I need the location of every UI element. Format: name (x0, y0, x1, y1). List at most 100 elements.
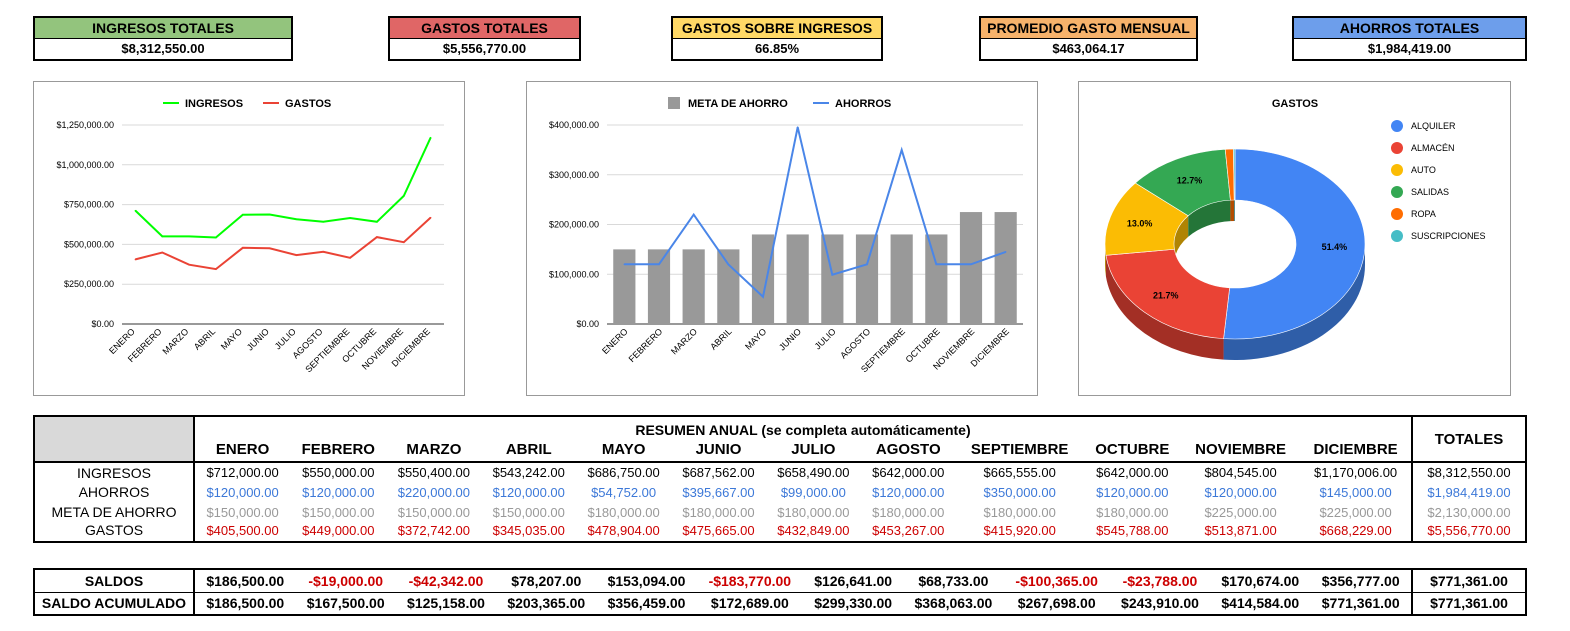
table-cell[interactable]: $180,000.00 (587, 504, 660, 520)
table-cell[interactable]: $180,000.00 (682, 504, 755, 520)
table-cell[interactable]: $478,904.00 (587, 522, 660, 538)
table-cell[interactable]: $405,500.00 (206, 522, 279, 538)
row-label: META DE AHORRO (34, 502, 195, 522)
table-cell[interactable]: $54,752.00 (591, 484, 657, 500)
legend-label-alquiler: ALQUILER (1411, 121, 1456, 131)
table-cell[interactable]: -$42,342.00 (395, 569, 497, 593)
table-cell[interactable]: $225,000.00 (1319, 504, 1392, 520)
data-point-gastos (188, 263, 190, 266)
table-cell[interactable]: $126,641.00 (802, 569, 904, 593)
resumen-title: RESUMEN ANUAL (se completa automáticamen… (635, 422, 971, 438)
table-cell[interactable]: $687,562.00 (682, 465, 755, 480)
table-cell[interactable]: $220,000.00 (397, 484, 471, 500)
table-cell[interactable]: -$19,000.00 (295, 569, 396, 593)
gastos-pie-svg: GASTOS 51.4% 21.7% 13.0% 12.7% ALQUILER ALMACÉ… (1104, 98, 1486, 360)
table-cell[interactable]: $120,000.00 (872, 484, 945, 500)
row-total: $771,361.00 (1411, 592, 1526, 615)
table-cell[interactable]: -$100,365.00 (1003, 569, 1110, 593)
table-cell[interactable]: $186,500.00 (194, 569, 296, 593)
table-cell[interactable]: $167,500.00 (306, 595, 385, 612)
month-header-mayo: MAYO (576, 438, 672, 463)
table-cell[interactable]: $78,207.00 (496, 569, 597, 593)
table-cell[interactable]: $180,000.00 (872, 504, 945, 520)
table-cell[interactable]: $120,000.00 (302, 484, 375, 500)
table-cell[interactable]: $243,910.00 (1121, 595, 1199, 612)
table-cell[interactable]: $186,500.00 (206, 595, 285, 612)
legend-swatch-ropa (1391, 208, 1403, 220)
table-cell[interactable]: $172,689.00 (710, 595, 789, 612)
ingresos-gastos-chart[interactable]: $0.00 $250,000.00 $500,000.00 $750,000.00 $1… (33, 81, 465, 396)
table-cell[interactable]: $550,000.00 (302, 465, 375, 480)
month-header-marzo: MARZO (386, 438, 482, 463)
data-point-gastos (268, 247, 271, 250)
table-cell[interactable]: $150,000.00 (397, 504, 471, 520)
table-cell[interactable]: $475,665.00 (682, 522, 755, 538)
table-cell[interactable]: $372,742.00 (397, 522, 471, 538)
table-cell[interactable]: $642,000.00 (872, 465, 945, 480)
table-cell[interactable]: $368,063.00 (914, 595, 993, 612)
month-header-febrero: FEBRERO (290, 438, 387, 463)
x-tick-label: MAYO (219, 326, 244, 351)
table-cell[interactable]: $642,000.00 (1096, 465, 1169, 480)
table-cell[interactable]: $120,000.00 (1096, 484, 1169, 500)
table-cell[interactable]: $804,545.00 (1204, 465, 1277, 480)
table-cell[interactable]: $395,667.00 (682, 484, 755, 500)
table-cell[interactable]: $180,000.00 (983, 504, 1056, 520)
x-tick-label: FEBRERO (627, 326, 665, 364)
table-cell[interactable]: $170,674.00 (1210, 569, 1311, 593)
table-cell[interactable]: $658,490.00 (777, 465, 850, 480)
legend-label-suscripciones: SUSCRIPCIONES (1411, 231, 1486, 241)
table-cell[interactable]: $68,733.00 (903, 569, 1004, 593)
data-point-gastos (134, 258, 137, 261)
pie-inner-wall-suscripciones (1234, 200, 1235, 222)
table-cell[interactable]: $145,000.00 (1319, 484, 1392, 500)
table-cell[interactable]: $432,849.00 (777, 522, 850, 538)
table-cell[interactable]: $356,459.00 (607, 595, 686, 612)
table-cell[interactable]: $150,000.00 (492, 504, 565, 520)
table-cell[interactable]: -$183,770.00 (696, 569, 803, 593)
table-cell[interactable]: $153,094.00 (596, 569, 697, 593)
table-cell[interactable]: $180,000.00 (777, 504, 850, 520)
table-cell[interactable]: $712,000.00 (206, 465, 279, 480)
table-cell[interactable]: $225,000.00 (1204, 504, 1277, 520)
table-cell[interactable]: $1,170,006.00 (1314, 465, 1398, 480)
table-cell[interactable]: $414,584.00 (1221, 595, 1300, 612)
pie-pct-label-salidas: 12.7% (1177, 175, 1203, 185)
summary-row-ahorros: AHORROS $120,000.00 $120,000.00 $220,000.00… (34, 482, 1526, 502)
table-cell[interactable]: $267,698.00 (1017, 595, 1096, 612)
table-cell[interactable]: $99,000.00 (780, 484, 846, 500)
table-cell[interactable]: $665,555.00 (983, 465, 1056, 480)
table-cell[interactable]: $668,229.00 (1319, 522, 1392, 538)
table-cell[interactable]: $550,400.00 (397, 465, 471, 480)
row-label: GASTOS (34, 522, 195, 542)
data-point-ahorros (727, 263, 730, 266)
ingresos-gastos-svg: $0.00 $250,000.00 $500,000.00 $750,000.00 $1… (56, 98, 444, 374)
table-cell[interactable]: $453,267.00 (872, 522, 945, 538)
ahorros-chart[interactable]: $0.00 $100,000.00 $200,000.00 $300,000.00 $4… (526, 81, 1038, 396)
pie-pct-label-auto: 13.0% (1127, 219, 1153, 229)
table-cell[interactable]: $545,788.00 (1096, 522, 1169, 538)
table-cell[interactable]: $686,750.00 (587, 465, 660, 480)
table-cell[interactable]: $356,777.00 (1310, 569, 1412, 593)
table-cell[interactable]: $513,871.00 (1204, 522, 1277, 538)
x-tick-label: MARZO (669, 326, 699, 356)
table-cell[interactable]: $415,920.00 (983, 522, 1056, 538)
table-cell[interactable]: -$23,788.00 (1109, 569, 1211, 593)
table-cell[interactable]: $150,000.00 (206, 504, 279, 520)
table-cell[interactable]: $543,242.00 (492, 465, 565, 480)
table-cell[interactable]: $771,361.00 (1321, 595, 1400, 612)
table-cell[interactable]: $120,000.00 (206, 484, 279, 500)
data-point-gastos (322, 251, 325, 253)
table-cell[interactable]: $120,000.00 (492, 484, 565, 500)
table-cell[interactable]: $120,000.00 (1204, 484, 1277, 500)
table-cell[interactable]: $180,000.00 (1096, 504, 1169, 520)
gastos-pie-chart[interactable]: GASTOS 51.4% 21.7% 13.0% 12.7% ALQUILER ALMACÉ… (1078, 81, 1511, 396)
table-cell[interactable]: $299,330.00 (814, 595, 893, 612)
table-cell[interactable]: $125,158.00 (407, 595, 485, 612)
table-cell[interactable]: $350,000.00 (983, 484, 1056, 500)
table-cell[interactable]: $150,000.00 (302, 504, 375, 520)
table-cell[interactable]: $449,000.00 (302, 522, 375, 538)
table-cell[interactable]: $345,035.00 (492, 522, 565, 538)
table-cell[interactable]: $203,365.00 (507, 595, 586, 612)
legend-swatch-almac-n (1391, 142, 1403, 154)
